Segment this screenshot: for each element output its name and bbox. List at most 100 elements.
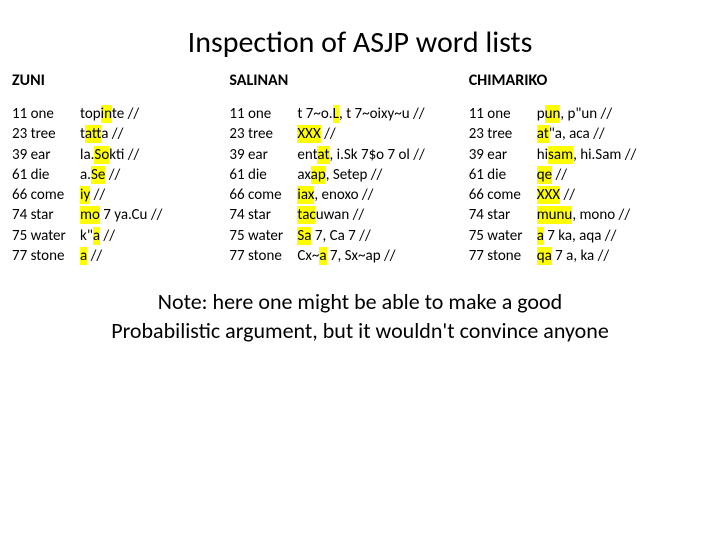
- word-cell: iax, enoxo //: [297, 185, 468, 205]
- word-row: 66 comeiax, enoxo //: [229, 185, 468, 205]
- word-row: 77 stonea //: [12, 246, 229, 266]
- word-cell: Cx~a 7, Sx~ap //: [297, 246, 468, 266]
- word-cell: topinte //: [80, 104, 229, 124]
- highlight-span: a: [319, 247, 326, 265]
- word-cell: k"a //: [80, 226, 229, 246]
- gloss-label: 23 tree: [12, 124, 80, 144]
- gloss-label: 75 water: [469, 226, 537, 246]
- word-cell: Sa 7, Ca 7 //: [297, 226, 468, 246]
- note-line-1: Note: here one might be able to make a g…: [158, 288, 562, 315]
- gloss-label: 77 stone: [229, 246, 297, 266]
- highlight-span: sam: [548, 146, 573, 164]
- word-cell: XXX //: [537, 185, 708, 205]
- word-row: 23 treeXXX //: [229, 124, 468, 144]
- gloss-label: 66 come: [229, 185, 297, 205]
- gloss-label: 23 tree: [229, 124, 297, 144]
- word-row: 61 dieaxap, Setep //: [229, 165, 468, 185]
- gloss-label: 74 star: [469, 205, 537, 225]
- column-zuni: ZUNI 11 onetopinte //23 treetatta //39 e…: [12, 71, 229, 266]
- gloss-label: 39 ear: [229, 145, 297, 165]
- column-salinan: SALINAN 11 onet 7~o.L, t 7~oixy~u //23 t…: [229, 71, 468, 266]
- word-row: 39 earla.Sokti //: [12, 145, 229, 165]
- highlight-span: qa: [537, 247, 552, 265]
- lang-header-salinan: SALINAN: [229, 71, 468, 104]
- gloss-label: 66 come: [469, 185, 537, 205]
- highlight-span: So: [94, 146, 109, 164]
- word-row: 74 starmunu, mono //: [469, 205, 708, 225]
- highlight-span: Se: [91, 166, 105, 184]
- highlight-span: a: [537, 227, 544, 245]
- lang-header-chimariko: CHIMARIKO: [469, 71, 708, 104]
- gloss-label: 75 water: [229, 226, 297, 246]
- highlight-span: XXX: [297, 125, 320, 143]
- word-cell: a 7 ka, aqa //: [537, 226, 708, 246]
- gloss-label: 23 tree: [469, 124, 537, 144]
- word-row: 61 diea.Se //: [12, 165, 229, 185]
- word-row: 23 treeat"a, aca //: [469, 124, 708, 144]
- word-row: 66 comeXXX //: [469, 185, 708, 205]
- gloss-label: 74 star: [229, 205, 297, 225]
- word-row: 39 earhisam, hi.Sam //: [469, 145, 708, 165]
- gloss-label: 66 come: [12, 185, 80, 205]
- gloss-label: 39 ear: [469, 145, 537, 165]
- wordlist-columns: ZUNI 11 onetopinte //23 treetatta //39 e…: [0, 71, 720, 266]
- gloss-label: 11 one: [469, 104, 537, 124]
- highlight-span: Sa: [297, 227, 311, 245]
- word-cell: munu, mono //: [537, 205, 708, 225]
- gloss-label: 11 one: [12, 104, 80, 124]
- word-cell: t 7~o.L, t 7~oixy~u //: [297, 104, 468, 124]
- word-row: 66 comeiy //: [12, 185, 229, 205]
- word-cell: a.Se //: [80, 165, 229, 185]
- word-row: 11 onepun, p"un //: [469, 104, 708, 124]
- highlight-span: a: [93, 227, 100, 245]
- gloss-label: 74 star: [12, 205, 80, 225]
- note-line-2: Probabilistic argument, but it wouldn't …: [111, 317, 609, 344]
- highlight-span: iy: [80, 186, 90, 204]
- word-row: 75 watera 7 ka, aqa //: [469, 226, 708, 246]
- column-chimariko: CHIMARIKO 11 onepun, p"un //23 treeat"a,…: [469, 71, 708, 266]
- word-cell: la.Sokti //: [80, 145, 229, 165]
- gloss-label: 75 water: [12, 226, 80, 246]
- highlight-span: munu: [537, 206, 573, 224]
- word-row: 77 stoneqa 7 a, ka //: [469, 246, 708, 266]
- word-row: 75 waterSa 7, Ca 7 //: [229, 226, 468, 246]
- word-row: 75 waterk"a //: [12, 226, 229, 246]
- word-row: 11 onet 7~o.L, t 7~oixy~u //: [229, 104, 468, 124]
- word-row: 74 startacuwan //: [229, 205, 468, 225]
- page-title: Inspection of ASJP word lists: [0, 0, 720, 71]
- highlight-span: at: [317, 146, 329, 164]
- gloss-label: 61 die: [229, 165, 297, 185]
- word-cell: XXX //: [297, 124, 468, 144]
- highlight-span: L: [333, 105, 339, 123]
- word-cell: pun, p"un //: [537, 104, 708, 124]
- word-row: 77 stoneCx~a 7, Sx~ap //: [229, 246, 468, 266]
- word-cell: tatta //: [80, 124, 229, 144]
- word-row: 39 earentat, i.Sk 7$o 7 ol //: [229, 145, 468, 165]
- word-cell: a //: [80, 246, 229, 266]
- word-cell: hisam, hi.Sam //: [537, 145, 708, 165]
- gloss-label: 61 die: [12, 165, 80, 185]
- highlight-span: qe: [537, 166, 552, 184]
- word-row: 61 dieqe //: [469, 165, 708, 185]
- word-cell: mo 7 ya.Cu //: [80, 205, 229, 225]
- highlight-span: mo: [80, 206, 100, 224]
- word-cell: entat, i.Sk 7$o 7 ol //: [297, 145, 468, 165]
- gloss-label: 11 one: [229, 104, 297, 124]
- word-cell: at"a, aca //: [537, 124, 708, 144]
- word-cell: qe //: [537, 165, 708, 185]
- highlight-span: iax: [297, 186, 314, 204]
- gloss-label: 77 stone: [469, 246, 537, 266]
- highlight-span: ap: [311, 166, 326, 184]
- word-cell: iy //: [80, 185, 229, 205]
- word-row: 11 onetopinte //: [12, 104, 229, 124]
- highlight-span: in: [101, 105, 112, 123]
- gloss-label: 77 stone: [12, 246, 80, 266]
- highlight-span: un: [545, 105, 561, 123]
- highlight-span: at: [537, 125, 549, 143]
- word-row: 74 starmo 7 ya.Cu //: [12, 205, 229, 225]
- word-row: 23 treetatta //: [12, 124, 229, 144]
- highlight-span: tac: [297, 206, 315, 224]
- highlight-span: at: [85, 125, 101, 143]
- lang-header-zuni: ZUNI: [12, 71, 229, 104]
- gloss-label: 61 die: [469, 165, 537, 185]
